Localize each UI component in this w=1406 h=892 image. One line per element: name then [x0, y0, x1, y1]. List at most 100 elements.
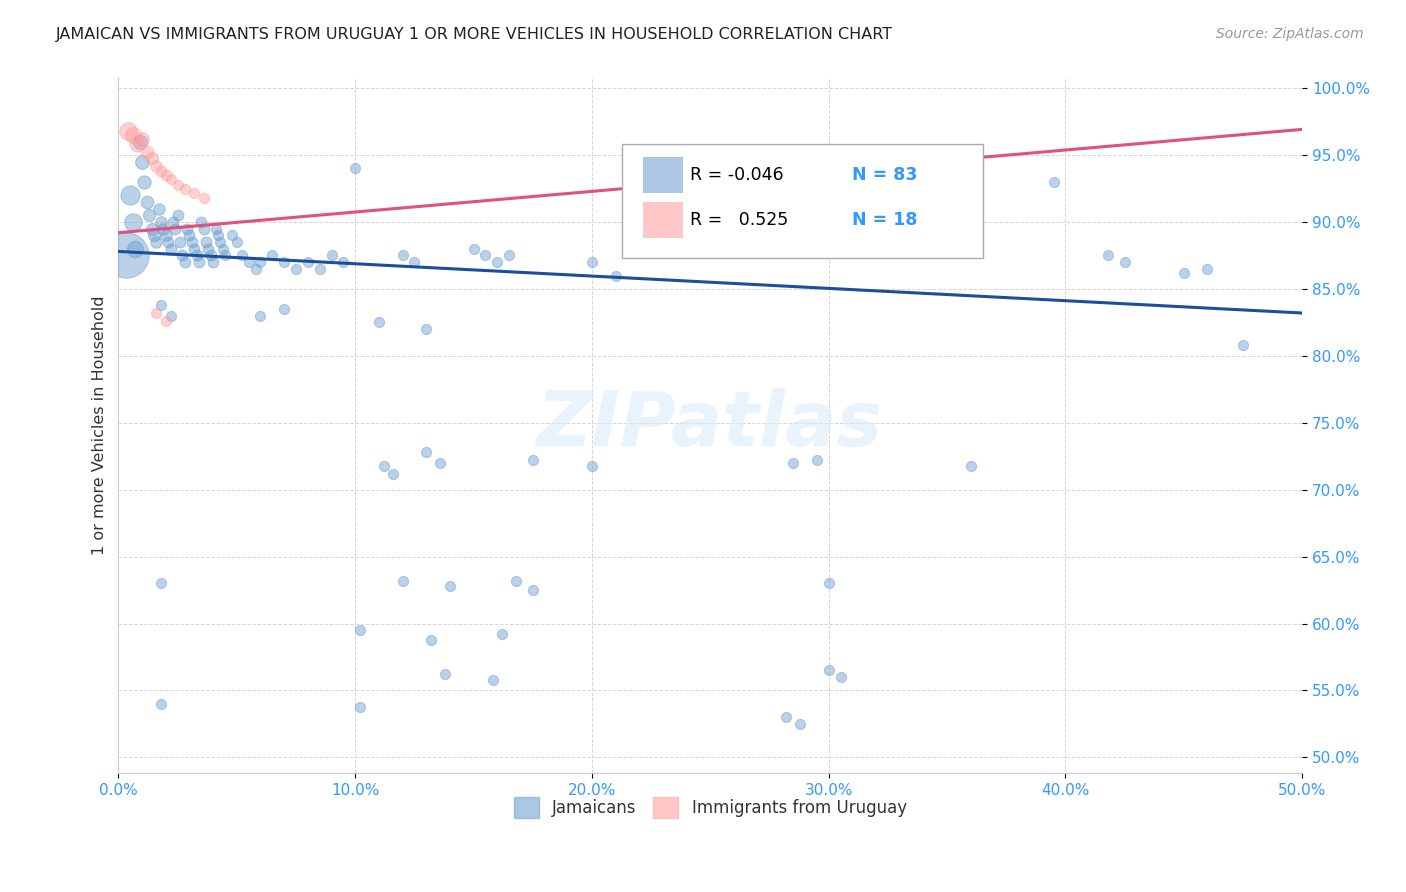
Point [505, 574, 527, 588]
Point [349, 699, 371, 714]
Point [135, 194, 157, 209]
Point [145, 159, 167, 173]
Point [522, 583, 544, 598]
Point [128, 135, 150, 149]
Point [415, 445, 437, 459]
Point [134, 175, 156, 189]
Point [936, 178, 959, 192]
Text: R =   0.525: R = 0.525 [690, 211, 789, 229]
Point [162, 215, 184, 229]
Point [166, 178, 188, 192]
Point [159, 309, 181, 323]
Point [373, 458, 395, 473]
Point [195, 235, 218, 249]
Legend: Jamaicans, Immigrants from Uruguay: Jamaicans, Immigrants from Uruguay [508, 790, 914, 824]
Point [204, 221, 226, 235]
Point [190, 215, 212, 229]
Point [297, 255, 319, 269]
Point [183, 242, 205, 256]
FancyBboxPatch shape [643, 202, 683, 238]
Point [131, 132, 153, 146]
Point [150, 697, 173, 711]
Point [207, 228, 229, 243]
Point [273, 255, 295, 269]
Point [273, 301, 295, 316]
Point [142, 228, 165, 243]
Point [141, 151, 163, 165]
Point [249, 309, 271, 323]
Point [179, 228, 201, 243]
Point [959, 458, 981, 473]
Point [172, 248, 194, 262]
Point [806, 453, 828, 467]
Text: ZIPatlas: ZIPatlas [537, 388, 883, 462]
Point [211, 242, 233, 256]
Point [789, 717, 811, 731]
Point [1197, 261, 1219, 276]
Point [391, 574, 413, 588]
Point [209, 235, 232, 249]
Point [173, 255, 195, 269]
Point [262, 248, 284, 262]
Y-axis label: 1 or more Vehicles in Household: 1 or more Vehicles in Household [93, 295, 107, 555]
Point [148, 202, 170, 216]
Point [214, 248, 236, 262]
Point [439, 579, 461, 593]
Point [245, 261, 267, 276]
Point [221, 228, 243, 243]
Point [249, 255, 271, 269]
Point [127, 137, 149, 152]
Point [581, 255, 603, 269]
Point [114, 248, 136, 262]
Point [349, 624, 371, 638]
Point [775, 710, 797, 724]
Point [145, 306, 167, 320]
Point [782, 456, 804, 470]
Point [183, 186, 205, 200]
Point [155, 314, 177, 328]
FancyBboxPatch shape [621, 144, 983, 259]
Point [150, 164, 173, 178]
Text: R = -0.046: R = -0.046 [690, 166, 783, 184]
Point [169, 235, 191, 249]
Point [486, 255, 509, 269]
Point [193, 221, 215, 235]
Point [1097, 248, 1119, 262]
Point [225, 235, 247, 249]
Point [166, 208, 188, 222]
Point [367, 315, 389, 329]
Point [150, 298, 173, 312]
Point [231, 248, 253, 262]
Point [135, 145, 157, 160]
Point [200, 248, 222, 262]
Text: N = 83: N = 83 [852, 166, 918, 184]
Text: JAMAICAN VS IMMIGRANTS FROM URUGUAY 1 OR MORE VEHICLES IN HOUSEHOLD CORRELATION : JAMAICAN VS IMMIGRANTS FROM URUGUAY 1 OR… [56, 27, 893, 42]
Point [391, 248, 413, 262]
Point [152, 221, 174, 235]
Point [321, 248, 343, 262]
Point [150, 576, 173, 591]
Point [344, 161, 367, 176]
Point [155, 228, 177, 243]
Point [434, 667, 457, 681]
Point [1114, 255, 1136, 269]
Point [173, 181, 195, 195]
Point [522, 453, 544, 467]
Point [145, 235, 167, 249]
Point [420, 632, 443, 647]
Point [912, 175, 935, 189]
Point [308, 261, 330, 276]
Point [193, 191, 215, 205]
Point [332, 255, 354, 269]
Point [415, 322, 437, 336]
Text: N = 18: N = 18 [852, 211, 918, 229]
Point [491, 627, 513, 641]
Point [581, 458, 603, 473]
Point [121, 128, 143, 142]
Point [176, 221, 198, 235]
Point [498, 248, 520, 262]
Point [285, 261, 308, 276]
Point [817, 576, 839, 591]
Point [463, 242, 485, 256]
Point [120, 188, 142, 202]
